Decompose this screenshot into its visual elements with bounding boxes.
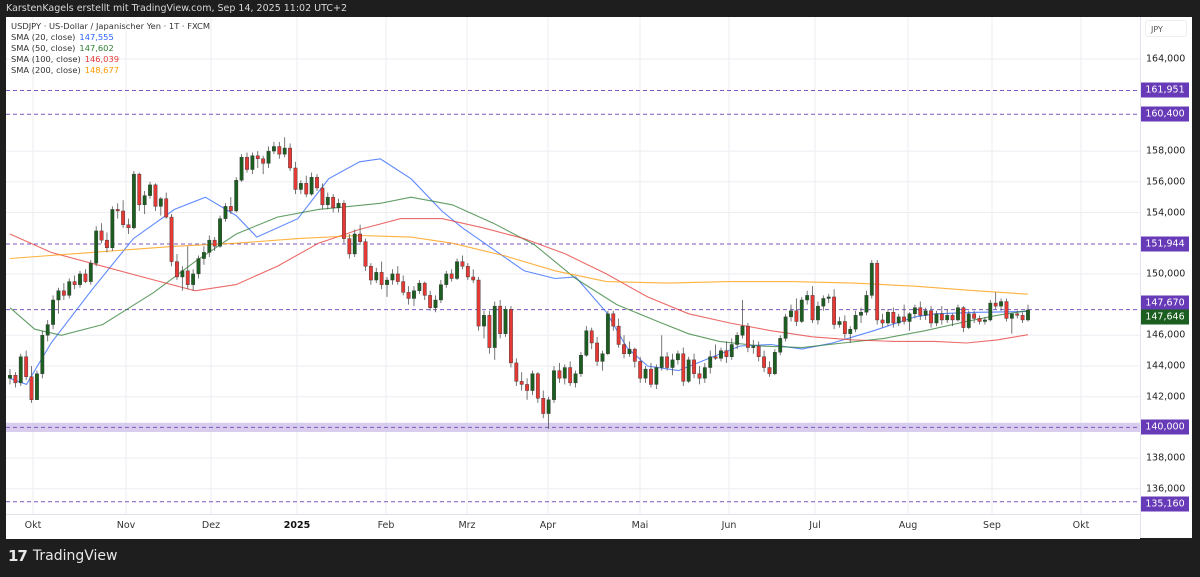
legend: USDJPY · US-Dollar / Japanischer Yen · 1…	[11, 21, 210, 76]
time-label: Okt	[24, 520, 42, 531]
time-label: Feb	[377, 520, 395, 531]
time-label: Apr	[539, 520, 557, 531]
sma-200-value: 148,677	[84, 65, 120, 76]
time-label: Nov	[116, 520, 136, 531]
legend-sma-20[interactable]: SMA (20, close) 147,555	[11, 32, 114, 43]
price-tick: 164,000	[1146, 53, 1186, 65]
attribution-bar: KarstenKagels erstellt mit TradingView.c…	[0, 0, 1200, 17]
time-label: Sep	[983, 520, 1001, 531]
time-label: Dez	[201, 520, 221, 531]
brand-name: TradingView	[32, 548, 118, 564]
price-tick: 136,000	[1146, 483, 1186, 495]
sma-50-value: 147,602	[79, 43, 114, 54]
legend-sma-100[interactable]: SMA (100, close) 146,039	[11, 54, 120, 65]
price-tick: 138,000	[1146, 452, 1186, 464]
time-label: Jul	[809, 520, 821, 531]
price-level-badge[interactable]: 161,951	[1141, 82, 1189, 98]
price-level-badge[interactable]: 151,944	[1141, 236, 1189, 252]
price-level-badge[interactable]: 147,670	[1141, 295, 1189, 311]
price-tick: 146,000	[1146, 329, 1186, 341]
legend-sma-200[interactable]: SMA (200, close) 148,677	[11, 65, 120, 76]
tradingview-branding: 17 TradingView	[8, 547, 117, 565]
symbol-title[interactable]: USDJPY · US-Dollar / Japanischer Yen · 1…	[11, 21, 210, 31]
time-label: 2025	[283, 520, 311, 531]
time-axis[interactable]: Okt Nov Dez 2025 Feb Mrz Apr Mai Jun Jul Aug Sep Okt	[6, 514, 1140, 539]
time-label: Okt	[1072, 520, 1090, 531]
legend-sma-50[interactable]: SMA (50, close) 147,602	[11, 43, 114, 54]
time-label: Aug	[898, 520, 918, 531]
price-level-badge[interactable]: 140,000	[1141, 419, 1189, 435]
price-tick: 150,000	[1146, 268, 1186, 280]
price-tick: 158,000	[1146, 145, 1186, 157]
time-label: Mrz	[458, 520, 476, 531]
attribution-text: KarstenKagels erstellt mit TradingView.c…	[6, 3, 347, 14]
ma-line[interactable]	[9, 218, 1029, 344]
price-axis[interactable]: JPY 164,000 158,000 156,000 154,000 150,000 1…	[1140, 17, 1192, 538]
tradingview-logo-icon: 17	[8, 547, 28, 565]
time-label: Jun	[721, 520, 737, 531]
sma-20-value: 147,555	[79, 32, 114, 43]
time-label: Mai	[631, 520, 649, 531]
price-level-badge[interactable]: 135,160	[1141, 496, 1189, 512]
price-level-badge[interactable]: 147,646	[1141, 309, 1189, 325]
sma-100-value: 146,039	[84, 54, 120, 65]
price-tick: 144,000	[1146, 360, 1186, 372]
price-chart[interactable]	[6, 17, 1140, 514]
chart-frame: USDJPY · US-Dollar / Japanischer Yen · 1…	[6, 17, 1192, 539]
ma-line[interactable]	[9, 234, 1029, 295]
price-tick: 142,000	[1146, 391, 1186, 403]
currency-label[interactable]: JPY	[1145, 20, 1187, 37]
chart-plot-area[interactable]: USDJPY · US-Dollar / Japanischer Yen · 1…	[6, 17, 1140, 514]
price-tick: 156,000	[1146, 176, 1186, 188]
price-level-badge[interactable]: 160,400	[1141, 106, 1189, 122]
price-tick: 154,000	[1146, 207, 1186, 218]
